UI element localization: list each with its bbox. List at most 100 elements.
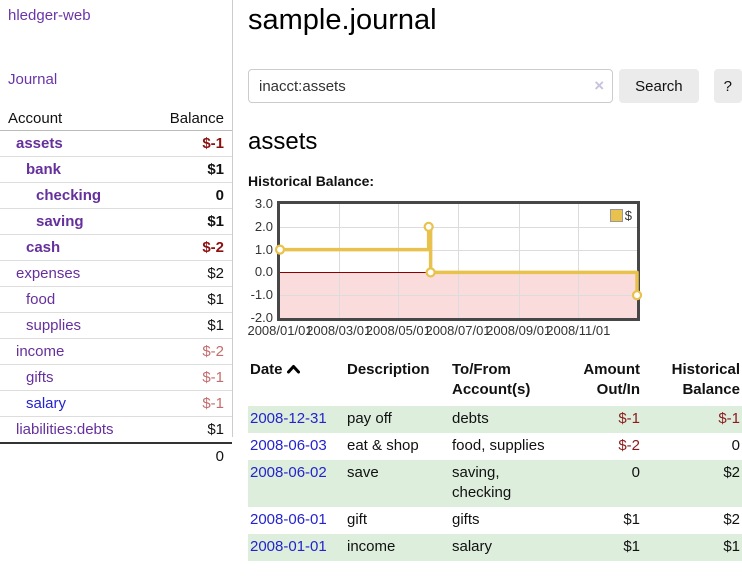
account-link[interactable]: food — [26, 291, 56, 308]
chart-plot-area: $ — [274, 201, 643, 321]
register-header-row: Date Description To/From Account(s) Amou… — [248, 357, 742, 406]
column-header-balance: Historical Balance — [671, 361, 740, 398]
register-cell-date: 2008-06-02 — [248, 460, 345, 507]
register-cell-description: gift — [347, 511, 368, 528]
historical-balance-chart: 3.0 2.0 1.0 0.0 -1.0 -2.0 $ 2008/01/01 2008/03… — [247, 197, 742, 338]
account-row: income $-2 — [0, 339, 232, 365]
account-balance: $2 — [207, 265, 224, 282]
clear-search-icon[interactable]: × — [594, 76, 605, 95]
account-balance: $1 — [207, 317, 224, 334]
chart-legend: $ — [607, 207, 634, 224]
column-header-date-label: Date — [250, 361, 283, 378]
column-header-description[interactable]: Description — [347, 361, 430, 378]
accounts-table-body: assets $-1 bank $1 checking 0 saving $1 cash $-2 e… — [0, 131, 232, 442]
data-point-marker — [274, 244, 286, 255]
account-link[interactable]: gifts — [26, 369, 54, 386]
register-cell-date: 2008-06-01 — [248, 507, 345, 534]
column-header-date[interactable]: Date — [248, 357, 345, 406]
search-button[interactable]: Search — [619, 69, 699, 103]
register-cell-accounts: saving, checking — [450, 460, 562, 507]
x-axis-tick-label: 2008/11/01 — [546, 323, 611, 338]
register-cell-accounts: debts — [450, 406, 562, 433]
account-link[interactable]: liabilities:debts — [16, 421, 114, 438]
x-axis-tick-label: 2008/05/01 — [365, 323, 431, 338]
y-axis-tick-label: -2.0 — [250, 310, 273, 325]
chart-title: Historical Balance: — [248, 173, 375, 189]
y-axis-tick-label: 2.0 — [254, 218, 273, 234]
balance-step-line — [274, 221, 643, 301]
register-row: 2008-12-31 pay off debts $-1 $-1 — [248, 406, 742, 433]
register-cell-date: 2008-06-03 — [248, 433, 345, 460]
accounts-total: 0 — [0, 442, 232, 469]
data-point-marker — [425, 267, 436, 278]
y-axis-tick-label: 0.0 — [254, 264, 273, 280]
register-cell-description: eat & shop — [347, 437, 419, 454]
search-bar: × Search ? — [248, 69, 742, 103]
account-link[interactable]: salary — [26, 395, 67, 412]
x-axis-tick-label: 2008/09/01 — [486, 323, 552, 338]
chart-v-gridline — [458, 204, 459, 318]
sort-ascending-icon — [286, 360, 300, 380]
x-axis-tick-label: 2008/01/01 — [247, 323, 313, 338]
register-cell-amount: $-1 — [562, 406, 642, 433]
register-cell-description: save — [345, 460, 450, 507]
register-cell-accounts: salary — [450, 534, 562, 561]
sidebar-item-journal[interactable]: Journal — [8, 71, 58, 88]
data-point-marker — [631, 290, 643, 301]
transaction-date-link[interactable]: 2008-12-31 — [250, 410, 327, 427]
account-balance: $-1 — [202, 369, 224, 386]
account-row: liabilities:debts $1 — [0, 417, 232, 442]
account-balance: $1 — [207, 291, 224, 308]
register-table: Date Description To/From Account(s) Amou… — [248, 357, 742, 561]
y-axis-tick-label: -1.0 — [250, 287, 273, 303]
register-cell-accounts: food, supplies — [452, 437, 545, 454]
account-link[interactable]: income — [16, 343, 65, 360]
account-row: gifts $-1 — [0, 365, 232, 391]
help-button[interactable]: ? — [713, 69, 742, 103]
account-balance: $-2 — [202, 239, 224, 256]
chart-v-gridline — [518, 204, 520, 318]
sidebar: hledger-web Journal Account Balance asse… — [0, 0, 233, 465]
legend-swatch-icon — [609, 209, 623, 222]
register-cell-balance: $2 — [642, 460, 742, 507]
register-cell-amount: $1 — [623, 511, 640, 528]
register-cell-amount: $-2 — [618, 437, 640, 454]
transaction-date-link[interactable]: 2008-01-01 — [250, 538, 327, 555]
account-balance: $1 — [207, 421, 224, 438]
account-row: cash $-2 — [0, 235, 232, 261]
transaction-date-link[interactable]: 2008-06-03 — [250, 437, 327, 454]
register-cell-balance: $2 — [723, 511, 740, 528]
account-row: supplies $1 — [0, 313, 232, 339]
chart-v-gridline — [398, 204, 400, 318]
x-axis-tick-label: 2008/07/01 — [425, 323, 491, 338]
register-cell-accounts: gifts — [452, 511, 480, 528]
accounts-table: Account Balance assets $-1 bank $1 checking 0… — [0, 108, 232, 469]
account-balance: $1 — [207, 213, 224, 230]
account-balance: $1 — [207, 161, 224, 178]
transaction-date-link[interactable]: 2008-06-02 — [250, 464, 327, 481]
register-row: 2008-06-02 save saving, checking 0 $2 — [248, 460, 742, 507]
account-row: food $1 — [0, 287, 232, 313]
account-row: assets $-1 — [0, 131, 232, 157]
main-content: sample.journal × Search ? assets Histori… — [247, 0, 742, 561]
register-row: 2008-01-01 income salary $1 $1 — [248, 534, 742, 561]
account-row: bank $1 — [0, 157, 232, 183]
brand-link[interactable]: hledger-web — [8, 7, 91, 24]
register-cell-date: 2008-01-01 — [248, 534, 345, 561]
data-point-marker — [423, 221, 434, 232]
account-link[interactable]: checking — [36, 187, 102, 204]
chart-v-gridline — [338, 204, 340, 318]
accounts-header-balance: Balance — [169, 110, 224, 127]
accounts-header-account: Account — [8, 110, 63, 127]
account-link[interactable]: cash — [26, 239, 61, 256]
account-row: checking 0 — [0, 183, 232, 209]
account-link[interactable]: saving — [36, 213, 84, 230]
account-row: expenses $2 — [0, 261, 232, 287]
transaction-date-link[interactable]: 2008-06-01 — [250, 511, 327, 528]
search-input[interactable] — [248, 69, 614, 103]
account-link[interactable]: supplies — [26, 317, 82, 334]
account-link[interactable]: expenses — [16, 265, 81, 282]
account-link[interactable]: bank — [26, 161, 62, 178]
register-cell-balance: 0 — [731, 437, 740, 454]
account-link[interactable]: assets — [16, 135, 63, 152]
